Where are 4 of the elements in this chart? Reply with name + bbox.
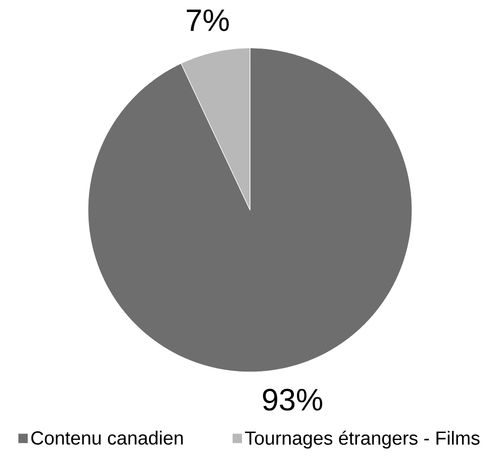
data-label: 7%	[186, 9, 229, 32]
data-label: 93%	[262, 388, 322, 411]
legend-label: Contenu canadien	[31, 430, 183, 445]
legend-label: Tournages étrangers - Films	[245, 430, 480, 449]
